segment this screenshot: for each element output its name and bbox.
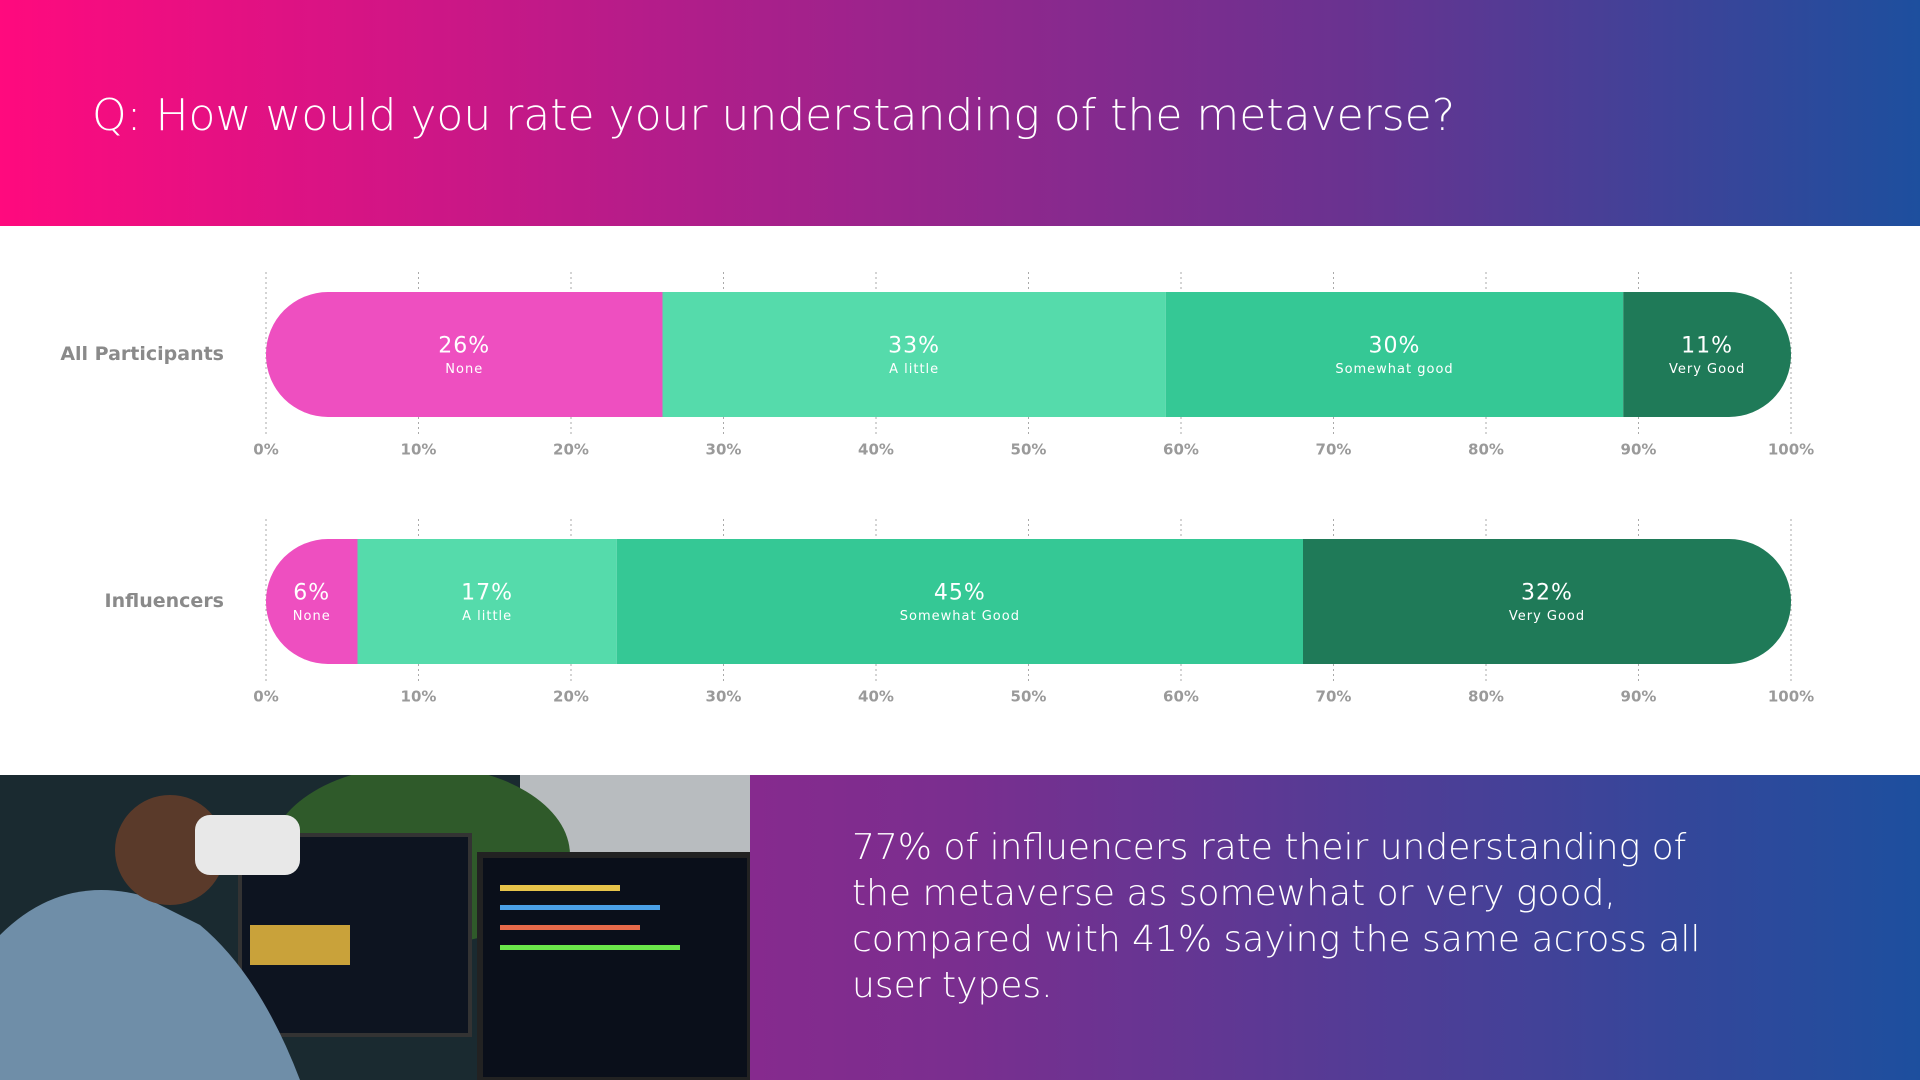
x-tick-label: 90% bbox=[1621, 441, 1657, 459]
x-tick-label: 20% bbox=[553, 688, 589, 706]
value-label: 33% bbox=[888, 334, 940, 359]
x-tick-label: 30% bbox=[706, 441, 742, 459]
value-label: 6% bbox=[293, 581, 330, 606]
header: Q: How would you rate your understanding… bbox=[0, 0, 1920, 226]
page-title: Q: How would you rate your understanding… bbox=[92, 90, 1456, 141]
x-tick-label: 70% bbox=[1316, 441, 1352, 459]
x-tick-label: 40% bbox=[858, 688, 894, 706]
segment-label: Somewhat Good bbox=[900, 609, 1020, 624]
segment-label: None bbox=[293, 609, 331, 624]
x-tick-label: 10% bbox=[401, 688, 437, 706]
segment-label: Somewhat good bbox=[1335, 362, 1453, 377]
segment-label: A little bbox=[462, 609, 512, 624]
row-label: All Participants bbox=[60, 343, 224, 365]
x-tick-label: 50% bbox=[1011, 688, 1047, 706]
photo bbox=[0, 775, 750, 1080]
bar-segment bbox=[1623, 292, 1791, 417]
x-tick-label: 0% bbox=[253, 688, 278, 706]
x-tick-label: 0% bbox=[253, 441, 278, 459]
value-label: 30% bbox=[1369, 334, 1421, 359]
footer-panel: 77% of influencers rate their understand… bbox=[0, 775, 1920, 1080]
x-tick-label: 10% bbox=[401, 441, 437, 459]
x-tick-label: 40% bbox=[858, 441, 894, 459]
value-label: 11% bbox=[1681, 334, 1733, 359]
value-label: 17% bbox=[461, 581, 513, 606]
x-tick-label: 80% bbox=[1468, 441, 1504, 459]
x-tick-label: 50% bbox=[1011, 441, 1047, 459]
x-tick-label: 70% bbox=[1316, 688, 1352, 706]
caption: 77% of influencers rate their understand… bbox=[852, 827, 1701, 1006]
chart: All Participants 0% 10% 20% 30% 40% 50% 60% 70% 8… bbox=[60, 272, 1814, 706]
x-tick-label: 20% bbox=[553, 441, 589, 459]
x-tick-label: 30% bbox=[706, 688, 742, 706]
segment-label: Very Good bbox=[1669, 362, 1745, 377]
segment-label: A little bbox=[889, 362, 939, 377]
value-label: 26% bbox=[438, 334, 490, 359]
bar-segment bbox=[662, 292, 1166, 417]
bar-segment bbox=[616, 539, 1303, 664]
x-tick-label: 100% bbox=[1768, 441, 1814, 459]
value-label: 45% bbox=[934, 581, 986, 606]
x-tick-label: 60% bbox=[1163, 441, 1199, 459]
bar-segment bbox=[1303, 539, 1791, 664]
x-tick-label: 60% bbox=[1163, 688, 1199, 706]
bar-segment bbox=[1165, 292, 1624, 417]
x-tick-label: 90% bbox=[1621, 688, 1657, 706]
bar-segment bbox=[357, 539, 617, 664]
bar-group bbox=[266, 539, 1791, 664]
bar-group bbox=[266, 292, 1791, 417]
segment-label: Very Good bbox=[1509, 609, 1585, 624]
row-label: Influencers bbox=[105, 590, 224, 612]
segment-label: None bbox=[445, 362, 483, 377]
bar-segment bbox=[266, 292, 663, 417]
value-label: 32% bbox=[1521, 581, 1573, 606]
x-tick-label: 100% bbox=[1768, 688, 1814, 706]
x-tick-label: 80% bbox=[1468, 688, 1504, 706]
